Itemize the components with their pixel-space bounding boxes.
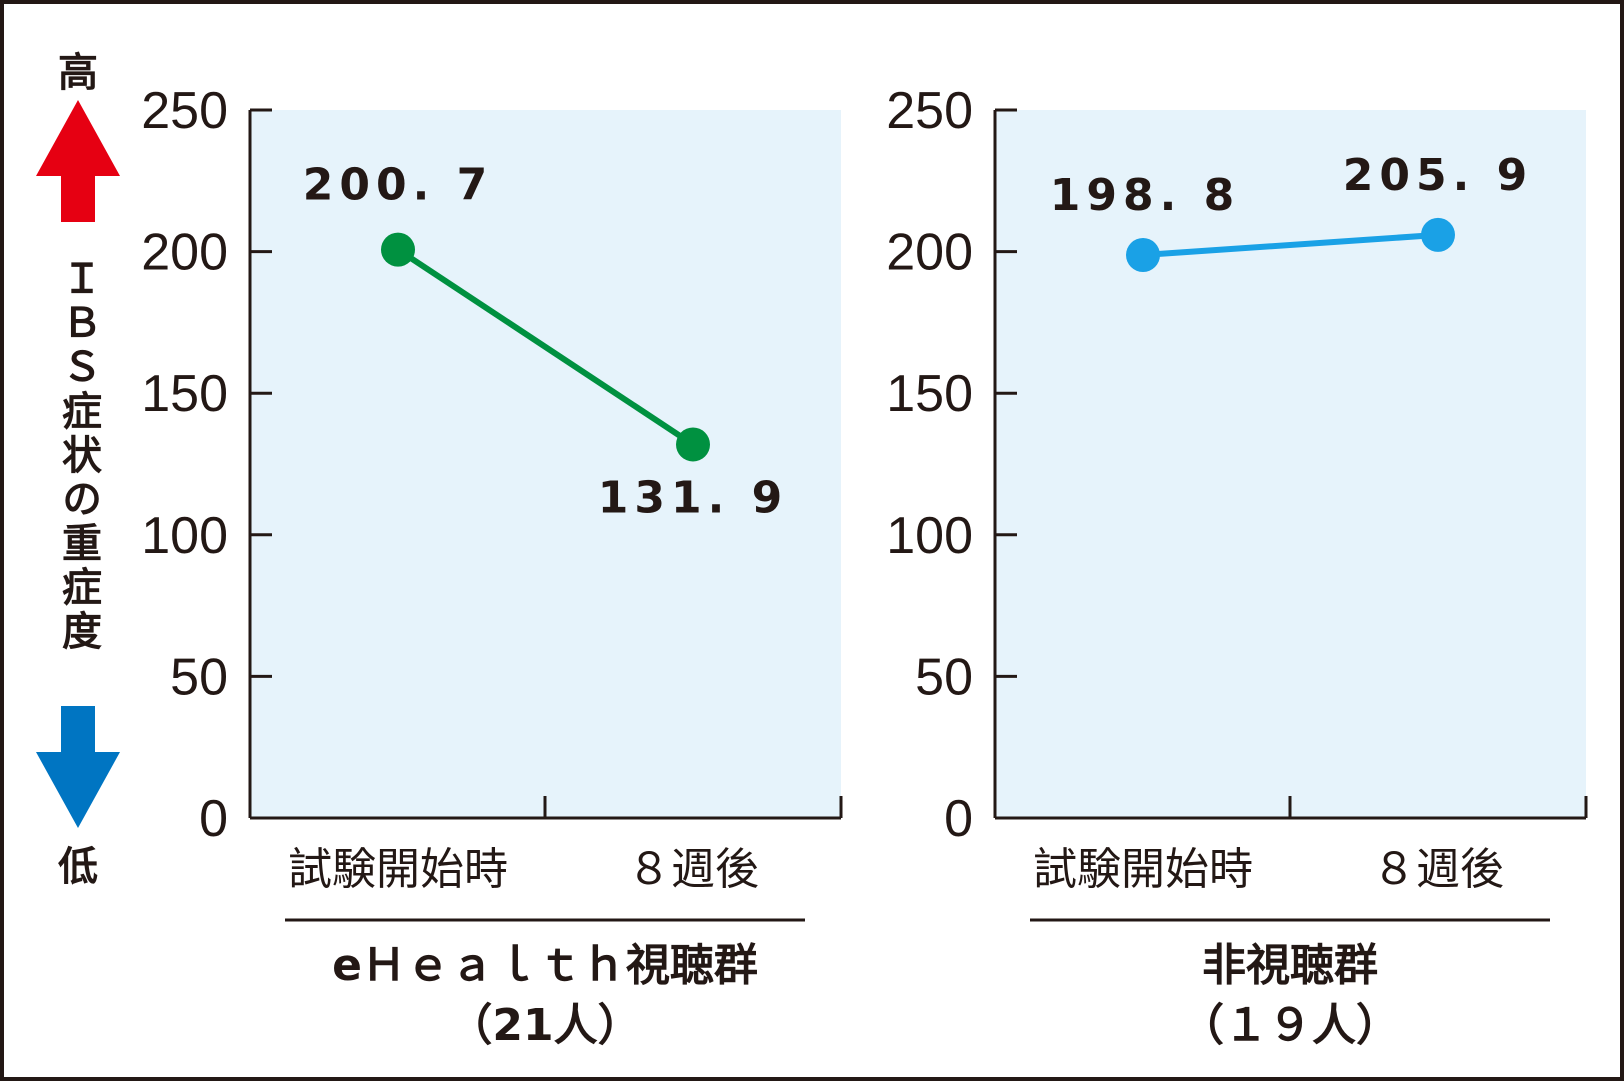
- data-label: 200. 7: [303, 160, 494, 211]
- severity-indicator: 高 ＩＢＳ症状の重症度 低: [36, 50, 120, 890]
- category-label: ８週後: [627, 845, 759, 894]
- plot-area: [995, 110, 1586, 818]
- y-tick-label: 50: [170, 648, 228, 706]
- category-label: 試験開始時: [1033, 845, 1253, 894]
- y-tick-label: 150: [886, 365, 973, 423]
- y-tick-label: 250: [141, 82, 228, 140]
- y-tick-label: 0: [944, 790, 973, 848]
- category-label: ８週後: [1372, 845, 1504, 894]
- low-label: 低: [58, 844, 98, 890]
- series-line: [396, 247, 695, 447]
- category-label: 試験開始時: [288, 845, 508, 894]
- y-ticks: 0 50 100 150 200 250: [886, 82, 1017, 848]
- down-arrow-icon: [36, 706, 120, 828]
- data-label: 198. 8: [1050, 170, 1241, 221]
- data-point: [676, 427, 710, 462]
- series: 200. 7 131. 9: [303, 160, 789, 524]
- chart-panel-non-viewer: 0 50 100 150 200 250 198. 8 205. 9 試験開始時 ８週後 非…: [886, 82, 1588, 1051]
- data-point: [381, 232, 415, 267]
- group-label: eＨｅａｌｔｈ視聴群: [332, 940, 758, 991]
- up-arrow-icon: [36, 100, 120, 222]
- group-count: （21人）: [448, 1000, 641, 1051]
- y-tick-label: 150: [141, 365, 228, 423]
- data-point: [1421, 217, 1455, 252]
- series-line: [1142, 231, 1439, 258]
- data-label: 205. 9: [1343, 150, 1534, 201]
- y-ticks: 0 50 100 150 200 250: [141, 82, 272, 848]
- plot-area: [250, 110, 841, 818]
- group-count: （１９人）: [1180, 1000, 1400, 1051]
- y-tick-label: 50: [915, 648, 973, 706]
- y-tick-label: 0: [199, 790, 228, 848]
- y-tick-label: 250: [886, 82, 973, 140]
- y-tick-label: 100: [886, 507, 973, 565]
- series: 198. 8 205. 9: [1050, 150, 1534, 272]
- y-tick-label: 200: [141, 224, 228, 282]
- chart-panel-ehealth: 0 50 100 150 200 250 200. 7 131. 9 試験開始時 ８週後 e…: [141, 82, 843, 1051]
- y-tick-label: 200: [886, 224, 973, 282]
- data-label: 131. 9: [598, 472, 789, 523]
- severity-axis-title: ＩＢＳ症状の重症度: [55, 258, 102, 654]
- group-label: 非視聴群: [1202, 940, 1378, 991]
- high-label: 高: [58, 50, 98, 96]
- data-point: [1126, 237, 1160, 272]
- y-tick-label: 100: [141, 507, 228, 565]
